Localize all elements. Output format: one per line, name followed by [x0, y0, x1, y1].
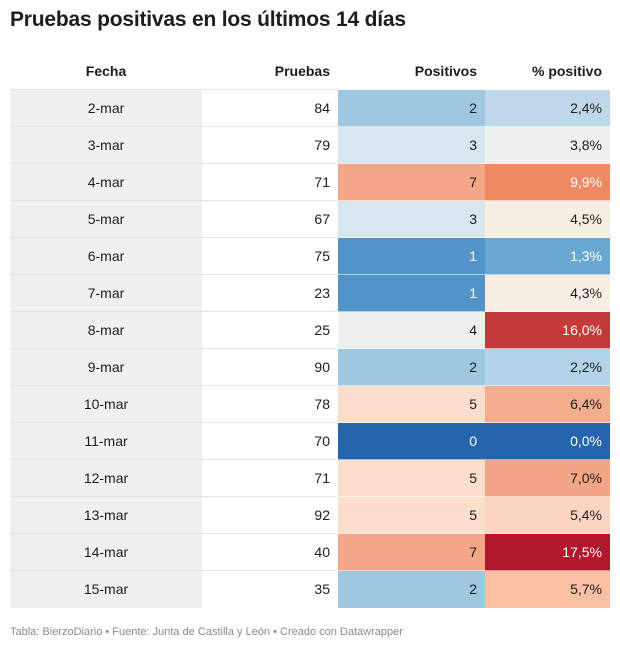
cell-pruebas: 79 [202, 126, 338, 164]
table-body: 2-mar 84 2 2,4% 3-mar 79 3 3,8% 4-mar 71 7 9,9% 5-ma… [10, 89, 610, 608]
cell-fecha: 7-mar [10, 274, 202, 312]
cell-fecha: 10-mar [10, 385, 202, 423]
cell-positivos: 4 [338, 311, 485, 349]
cell-pct-positivo: 9,9% [485, 163, 610, 201]
cell-fecha: 15-mar [10, 570, 202, 608]
cell-pruebas: 67 [202, 200, 338, 238]
table-row: 6-mar 75 1 1,3% [10, 237, 610, 275]
cell-positivos: 5 [338, 496, 485, 534]
cell-fecha: 5-mar [10, 200, 202, 238]
cell-positivos: 7 [338, 533, 485, 571]
cell-pct-positivo: 17,5% [485, 533, 610, 571]
cell-pruebas: 71 [202, 459, 338, 497]
cell-positivos: 3 [338, 200, 485, 238]
cell-pruebas: 90 [202, 348, 338, 386]
table-row: 12-mar 71 5 7,0% [10, 459, 610, 497]
table-row: 5-mar 67 3 4,5% [10, 200, 610, 238]
table-row: 8-mar 25 4 16,0% [10, 311, 610, 349]
column-header-fecha[interactable]: Fecha [85, 63, 127, 79]
cell-pruebas: 84 [202, 89, 338, 127]
cell-pct-positivo: 1,3% [485, 237, 610, 275]
cell-pct-positivo: 0,0% [485, 422, 610, 460]
cell-fecha: 3-mar [10, 126, 202, 164]
cell-positivos: 1 [338, 237, 485, 275]
cell-positivos: 2 [338, 570, 485, 608]
cell-pct-positivo: 4,5% [485, 200, 610, 238]
cell-pruebas: 70 [202, 422, 338, 460]
cell-fecha: 4-mar [10, 163, 202, 201]
cell-pruebas: 71 [202, 163, 338, 201]
cell-positivos: 7 [338, 163, 485, 201]
table-row: 2-mar 84 2 2,4% [10, 89, 610, 127]
cell-pct-positivo: 4,3% [485, 274, 610, 312]
data-table: Fecha Pruebas Positivos % positivo 2-mar… [10, 53, 610, 608]
table-row: 9-mar 90 2 2,2% [10, 348, 610, 386]
table-row: 13-mar 92 5 5,4% [10, 496, 610, 534]
cell-positivos: 1 [338, 274, 485, 312]
cell-pct-positivo: 7,0% [485, 459, 610, 497]
cell-pruebas: 35 [202, 570, 338, 608]
cell-positivos: 3 [338, 126, 485, 164]
cell-positivos: 5 [338, 385, 485, 423]
cell-fecha: 6-mar [10, 237, 202, 275]
cell-pct-positivo: 5,7% [485, 570, 610, 608]
cell-pct-positivo: 2,4% [485, 89, 610, 127]
cell-pruebas: 78 [202, 385, 338, 423]
cell-pct-positivo: 5,4% [485, 496, 610, 534]
cell-pct-positivo: 3,8% [485, 126, 610, 164]
cell-pct-positivo: 2,2% [485, 348, 610, 386]
table-row: 15-mar 35 2 5,7% [10, 570, 610, 608]
column-header-pct-positivo[interactable]: % positivo [531, 63, 602, 79]
cell-positivos: 2 [338, 89, 485, 127]
cell-fecha: 2-mar [10, 89, 202, 127]
table-row: 4-mar 71 7 9,9% [10, 163, 610, 201]
cell-pruebas: 25 [202, 311, 338, 349]
cell-pct-positivo: 6,4% [485, 385, 610, 423]
table-header-row: Fecha Pruebas Positivos % positivo [10, 53, 610, 90]
cell-pct-positivo: 16,0% [485, 311, 610, 349]
table-row: 7-mar 23 1 4,3% [10, 274, 610, 312]
cell-positivos: 0 [338, 422, 485, 460]
cell-fecha: 13-mar [10, 496, 202, 534]
column-header-positivos[interactable]: Positivos [414, 63, 477, 79]
chart-title: Pruebas positivas en los últimos 14 días [10, 8, 406, 31]
cell-fecha: 9-mar [10, 348, 202, 386]
cell-pruebas: 92 [202, 496, 338, 534]
cell-fecha: 14-mar [10, 533, 202, 571]
cell-pruebas: 40 [202, 533, 338, 571]
cell-fecha: 8-mar [10, 311, 202, 349]
cell-positivos: 2 [338, 348, 485, 386]
cell-positivos: 5 [338, 459, 485, 497]
source-footer: Tabla: BierzoDiario • Fuente: Junta de C… [10, 626, 403, 638]
table-row: 3-mar 79 3 3,8% [10, 126, 610, 164]
table-row: 14-mar 40 7 17,5% [10, 533, 610, 571]
table-row: 10-mar 78 5 6,4% [10, 385, 610, 423]
cell-pruebas: 75 [202, 237, 338, 275]
table-row: 11-mar 70 0 0,0% [10, 422, 610, 460]
cell-pruebas: 23 [202, 274, 338, 312]
column-header-pruebas[interactable]: Pruebas [274, 63, 330, 79]
cell-fecha: 12-mar [10, 459, 202, 497]
cell-fecha: 11-mar [10, 422, 202, 460]
